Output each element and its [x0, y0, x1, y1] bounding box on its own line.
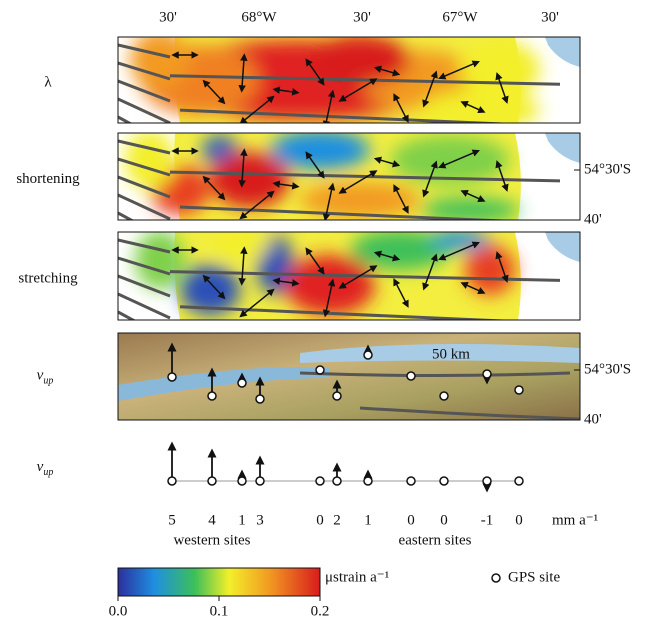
right-axis-label: 54°30'S: [584, 161, 631, 177]
gps-site: [407, 372, 415, 380]
top-axis-label: 68°W: [241, 9, 277, 25]
row-label: shortening: [16, 171, 80, 187]
strain-blob: [210, 152, 290, 208]
site-value: 2: [333, 512, 341, 528]
row-label: stretching: [18, 270, 78, 286]
legend-label: GPS site: [508, 569, 560, 585]
right-axis-label: 40': [584, 411, 602, 427]
scale-bar: 50 km: [432, 346, 470, 362]
top-axis-label: 30': [353, 9, 371, 25]
gps-site: [333, 477, 341, 485]
site-value: 0: [316, 512, 324, 528]
site-value: -1: [481, 512, 494, 528]
figure: 30' 68°W 30' 67°W 30' λ shortening 54°30'S 40' st…: [0, 0, 667, 624]
panels: 30' 68°W 30' 67°W 30' λ shortening 54°30'S 40' st…: [16, 9, 631, 619]
map-panel: [118, 333, 580, 420]
top-axis-label: 67°W: [442, 9, 478, 25]
gps-site: [316, 477, 324, 485]
site-value: 1: [238, 512, 246, 528]
gps-site: [316, 366, 324, 374]
strain-blob: [135, 230, 185, 290]
top-axis-label: 30': [159, 9, 177, 25]
site-value: 1: [364, 512, 372, 528]
top-axis-label: 30': [541, 9, 559, 25]
site-value: 0: [407, 512, 415, 528]
site-value: 0: [440, 512, 448, 528]
gps-site: [238, 477, 246, 485]
gps-site: [256, 395, 264, 403]
units: mm a⁻¹: [552, 512, 598, 528]
site-value: 4: [208, 512, 216, 528]
legend-marker: [492, 574, 500, 582]
strain-blob: [130, 30, 190, 90]
strain-blob: [270, 130, 370, 170]
gps-site: [407, 477, 415, 485]
colorbar-tick-label: 0.0: [109, 603, 128, 619]
site-value: 5: [168, 512, 176, 528]
group-label: eastern sites: [399, 532, 472, 548]
gps-site: [208, 477, 216, 485]
gps-site: [440, 477, 448, 485]
right-axis-label: 40': [584, 211, 602, 227]
label-sub: up: [43, 467, 53, 478]
row-label: vup: [37, 368, 54, 387]
map-panel: [118, 130, 580, 241]
gps-site: [483, 477, 491, 485]
gps-site: [483, 370, 491, 378]
row-label: vup: [37, 459, 54, 478]
colorbar-label: μstrain a⁻¹: [325, 569, 389, 585]
group-label: western sites: [173, 532, 250, 548]
gps-site: [440, 392, 448, 400]
gps-site: [364, 477, 372, 485]
gps-site: [168, 373, 176, 381]
colorbar-tick-label: 0.1: [210, 603, 229, 619]
site-value: 0: [515, 512, 523, 528]
map-panel: [118, 30, 580, 145]
map-panel: [118, 230, 580, 340]
gps-site: [208, 392, 216, 400]
right-axis-label: 54°30'S: [584, 361, 631, 377]
label-sub: up: [43, 376, 53, 387]
strain-blob: [210, 230, 270, 260]
row-label: λ: [44, 74, 52, 90]
strain-blob: [310, 35, 410, 85]
site-value: 3: [256, 512, 264, 528]
strain-blob: [285, 255, 375, 315]
gps-site: [364, 351, 372, 359]
gps-site: [515, 386, 523, 394]
gps-site: [515, 477, 523, 485]
colorbar: [118, 568, 320, 596]
gps-site: [238, 379, 246, 387]
gps-site: [333, 392, 341, 400]
strain-blob: [430, 230, 490, 250]
gps-site: [256, 477, 264, 485]
colorbar-tick-label: 0.2: [311, 603, 330, 619]
gps-site: [168, 477, 176, 485]
